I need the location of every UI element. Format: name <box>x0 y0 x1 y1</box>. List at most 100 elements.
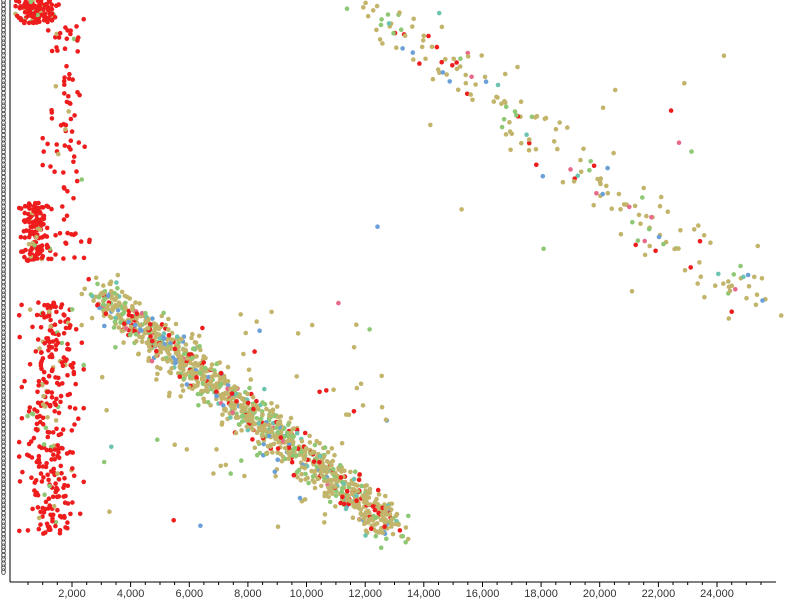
scatter-point-551 <box>57 528 63 533</box>
scatter-point-1230 <box>375 487 381 493</box>
y-tick-mark-273: 0 <box>1 265 6 275</box>
scatter-point-1819 <box>363 533 368 538</box>
scatter-point-170 <box>64 99 70 105</box>
x-tick-label-2000: 2,000 <box>58 588 86 600</box>
scatter-point-1624 <box>109 444 114 450</box>
scatter-point-1606 <box>113 303 118 308</box>
y-tick-mark-512: 0 <box>1 504 6 514</box>
scatter-point-1613 <box>350 486 355 492</box>
scatter-point-1698 <box>242 473 247 479</box>
scatter-point-2113 <box>526 147 532 153</box>
y-tick-mark-75: 0 <box>1 67 6 77</box>
scatter-point-1971 <box>479 53 485 58</box>
scatter-point-2063 <box>689 149 694 154</box>
scatter-point-1128 <box>239 409 244 414</box>
scatter-point-2160 <box>494 94 499 100</box>
scatter-point-1710 <box>209 362 215 367</box>
scatter-point-2153 <box>385 12 391 17</box>
scatter-point-1670 <box>346 493 351 499</box>
y-tick-mark-189: 0 <box>1 181 6 191</box>
scatter-point-135 <box>68 116 74 122</box>
scatter-point-1928 <box>373 515 379 521</box>
scatter-point-1404 <box>115 312 121 318</box>
scatter-point-104 <box>45 7 51 13</box>
scatter-point-2147 <box>451 56 457 62</box>
scatter-point-2087 <box>444 72 450 77</box>
scatter-point-755 <box>102 323 107 329</box>
y-tick-mark-479: 0 <box>1 471 6 481</box>
scatter-point-324 <box>29 247 34 253</box>
scatter-point-477 <box>49 395 55 400</box>
scatter-point-534 <box>58 399 63 405</box>
scatter-point-1452 <box>149 358 155 364</box>
scatter-point-455 <box>26 409 32 414</box>
y-tick-mark-239: 0 <box>1 231 6 241</box>
scatter-point-657 <box>40 311 46 316</box>
scatter-point-1557 <box>358 381 364 387</box>
scatter-point-1463 <box>274 404 280 409</box>
scatter-point-2091 <box>514 113 519 118</box>
scatter-point-82 <box>30 5 35 10</box>
scatter-point-2007 <box>678 228 683 233</box>
y-tick-mark-306: 0 <box>1 298 6 308</box>
scatter-point-1692 <box>368 516 374 521</box>
y-tick-mark-277: 0 <box>1 269 6 279</box>
scatter-point-284 <box>27 206 32 211</box>
scatter-point-2123 <box>410 24 415 29</box>
scatter-point-579 <box>58 431 64 437</box>
scatter-point-1006 <box>299 471 304 477</box>
scatter-point-1840 <box>225 364 231 370</box>
scatter-point-1846 <box>181 372 187 377</box>
scatter-point-548 <box>41 510 47 515</box>
scatter-point-302 <box>21 229 27 234</box>
y-tick-mark-117: 0 <box>1 109 6 119</box>
scatter-point-1489 <box>312 442 318 448</box>
scatter-point-1741 <box>127 296 133 301</box>
scatter-point-748 <box>116 325 122 330</box>
scatter-point-1390 <box>101 283 106 288</box>
scatter-point-263 <box>22 254 27 260</box>
scatter-point-588 <box>62 313 67 318</box>
x-tick-label-4000: 4,000 <box>117 588 145 600</box>
scatter-point-1818 <box>180 388 186 393</box>
scatter-point-2120 <box>598 176 604 181</box>
scatter-point-521 <box>55 471 60 476</box>
scatter-point-2156 <box>568 167 573 172</box>
scatter-point-1523 <box>352 469 358 475</box>
scatter-point-2141 <box>524 132 529 137</box>
scatter-point-1770 <box>275 430 281 435</box>
scatter-point-1904 <box>322 512 328 517</box>
y-tick-mark-382: 0 <box>1 374 6 384</box>
scatter-point-566 <box>70 466 75 471</box>
scatter-point-1907 <box>173 350 179 356</box>
scatter-point-1860 <box>273 436 279 442</box>
scatter-point-1892 <box>267 422 272 428</box>
scatter-point-2029 <box>508 147 513 153</box>
scatter-point-2066 <box>721 281 726 286</box>
scatter-point-1804 <box>322 445 328 450</box>
y-axis: 0000000000000000000000000000000000000000… <box>1 0 11 582</box>
scatter-point-1779 <box>118 320 123 325</box>
scatter-point-617 <box>47 354 52 360</box>
scatter-point-390 <box>47 403 53 409</box>
y-tick-mark-500: 0 <box>1 492 6 502</box>
scatter-point-2128 <box>400 46 405 51</box>
scatter-point-2161 <box>560 179 566 185</box>
scatter-point-1763 <box>302 449 308 455</box>
scatter-point-485 <box>50 512 56 518</box>
scatter-point-1946 <box>240 396 245 402</box>
scatter-point-1845 <box>126 319 131 325</box>
scatter-point-550 <box>53 523 58 529</box>
scatter-point-1699 <box>204 388 210 394</box>
scatter-point-2181 <box>435 67 441 72</box>
scatter-point-209 <box>82 144 87 149</box>
scatter-point-462 <box>50 430 56 435</box>
scatter-point-1841 <box>317 460 322 465</box>
scatter-point-2163 <box>658 194 664 200</box>
scatter-point-1020 <box>254 319 259 324</box>
scatter-point-2180 <box>676 140 682 145</box>
scatter-point-536 <box>36 515 42 521</box>
scatter-point-1948 <box>262 386 267 392</box>
scatter-point-330 <box>30 219 36 225</box>
scatter-point-1762 <box>167 357 173 362</box>
